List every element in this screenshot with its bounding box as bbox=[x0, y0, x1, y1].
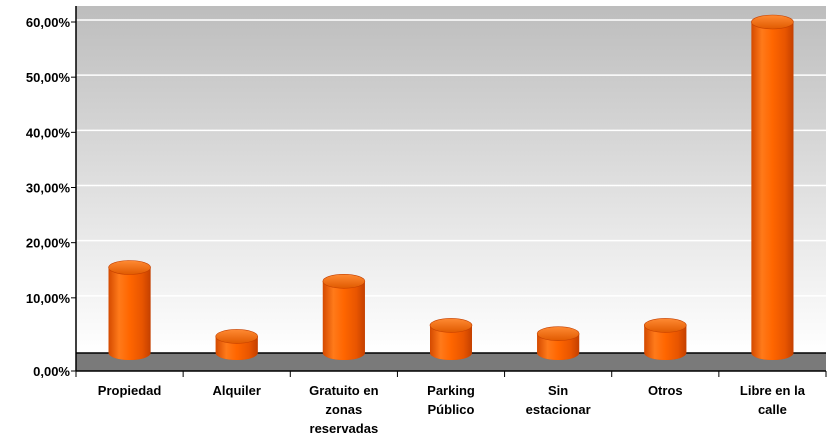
x-category-label: Sin estacionar bbox=[526, 383, 591, 417]
y-tick-label: 10,00% bbox=[26, 291, 71, 306]
bar-body-front bbox=[322, 281, 365, 353]
y-tick-label: 60,00% bbox=[26, 15, 71, 30]
y-axis-ticks: 0,00% 10,00% 20,00% 30,00% 40,00% 50,00% 60,00… bbox=[26, 15, 76, 379]
bar-base-front bbox=[108, 353, 151, 360]
bar-cap bbox=[643, 318, 687, 333]
x-category-label: Libre en la calle bbox=[740, 383, 806, 417]
bar-cap bbox=[108, 260, 151, 275]
bar bbox=[322, 273, 366, 360]
bar bbox=[643, 318, 687, 360]
x-category-label-line: Alquiler bbox=[213, 383, 261, 398]
bar-cap bbox=[751, 14, 794, 30]
x-category-label-line: Parking bbox=[427, 383, 475, 398]
x-category-label: Gratuito en zonas reservadas bbox=[309, 383, 378, 436]
y-tick-label: 20,00% bbox=[26, 236, 71, 251]
x-category-label-line: zonas bbox=[325, 402, 362, 417]
axes bbox=[75, 6, 826, 372]
gridlines bbox=[76, 19, 826, 297]
x-category-label-line: Gratuito en bbox=[309, 383, 378, 398]
x-category-label-line: Sin bbox=[548, 383, 568, 398]
bar-base-front bbox=[644, 353, 687, 360]
bar bbox=[108, 260, 151, 360]
x-category-label: Alquiler bbox=[213, 383, 261, 398]
bar bbox=[429, 318, 473, 360]
x-category-label: Parking Público bbox=[427, 383, 475, 417]
bar-base-front bbox=[215, 353, 258, 360]
bar-cap bbox=[215, 329, 259, 344]
floor-band bbox=[76, 353, 826, 371]
y-tick-label: 0,00% bbox=[33, 364, 70, 379]
x-category-label-line: Propiedad bbox=[98, 383, 162, 398]
bar-body-front bbox=[108, 267, 151, 353]
x-category-label: Otros bbox=[648, 383, 683, 398]
bar-base-front bbox=[430, 353, 472, 360]
x-category-label-line: calle bbox=[758, 402, 787, 417]
bar-base-front bbox=[537, 353, 580, 360]
bar-cap bbox=[322, 273, 366, 289]
x-category-label-line: Otros bbox=[648, 383, 683, 398]
x-category-label-line: reservadas bbox=[310, 421, 379, 436]
bars bbox=[108, 14, 794, 360]
bar-base-front bbox=[751, 353, 794, 360]
bar bbox=[215, 329, 259, 360]
bar-base-front bbox=[322, 353, 365, 360]
x-axis-labels: Propiedad Alquiler Gratuito en zonas reserva… bbox=[75, 371, 827, 436]
plot-background bbox=[76, 6, 826, 353]
y-tick-label: 30,00% bbox=[26, 181, 71, 196]
bar-cap bbox=[536, 326, 580, 341]
bar bbox=[751, 14, 794, 360]
bar-cap bbox=[429, 318, 473, 333]
x-category-label: Propiedad bbox=[98, 383, 162, 398]
bar bbox=[536, 326, 580, 360]
y-tick-label: 40,00% bbox=[26, 125, 71, 140]
plot-area bbox=[76, 6, 826, 353]
bar-body-front bbox=[751, 22, 794, 353]
x-category-label-line: estacionar bbox=[526, 402, 591, 417]
x-category-label-line: Libre en la bbox=[740, 383, 806, 398]
x-category-label-line: Público bbox=[428, 402, 475, 417]
y-tick-label: 50,00% bbox=[26, 70, 71, 85]
